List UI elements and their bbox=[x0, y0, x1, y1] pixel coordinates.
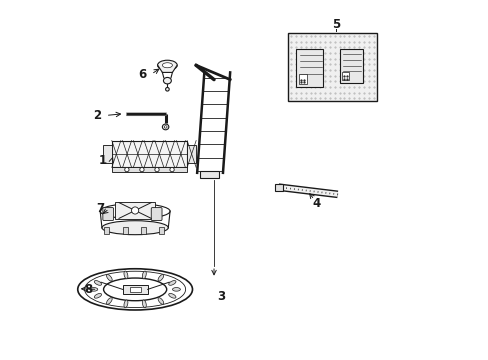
Bar bbox=[287, 33, 376, 101]
Bar bbox=[298, 75, 306, 84]
Bar bbox=[115, 202, 155, 220]
Bar bbox=[102, 145, 112, 163]
Bar bbox=[274, 184, 282, 192]
Ellipse shape bbox=[168, 293, 176, 298]
Ellipse shape bbox=[124, 300, 128, 308]
Text: 7: 7 bbox=[96, 202, 104, 215]
Ellipse shape bbox=[94, 293, 102, 298]
Ellipse shape bbox=[103, 278, 166, 301]
Text: 6: 6 bbox=[138, 68, 146, 81]
Bar bbox=[123, 227, 128, 234]
Circle shape bbox=[124, 167, 129, 172]
Ellipse shape bbox=[157, 60, 177, 70]
Bar bbox=[103, 227, 108, 234]
Text: 8: 8 bbox=[84, 283, 92, 296]
Ellipse shape bbox=[94, 280, 102, 285]
Circle shape bbox=[169, 167, 174, 172]
Ellipse shape bbox=[172, 288, 180, 291]
FancyBboxPatch shape bbox=[102, 208, 113, 221]
Ellipse shape bbox=[158, 274, 163, 281]
Bar bbox=[112, 140, 187, 167]
Ellipse shape bbox=[162, 63, 172, 68]
Bar bbox=[112, 167, 187, 172]
Bar bbox=[341, 72, 348, 80]
Bar bbox=[129, 287, 140, 292]
Ellipse shape bbox=[142, 300, 146, 308]
Ellipse shape bbox=[90, 288, 98, 291]
Bar bbox=[187, 145, 196, 163]
Bar bbox=[141, 227, 146, 234]
Text: 3: 3 bbox=[217, 290, 225, 303]
Ellipse shape bbox=[100, 204, 170, 219]
Circle shape bbox=[131, 207, 139, 214]
Ellipse shape bbox=[124, 271, 128, 279]
Bar bbox=[199, 171, 219, 178]
Bar bbox=[122, 285, 147, 294]
Ellipse shape bbox=[163, 77, 171, 84]
Ellipse shape bbox=[162, 124, 168, 130]
Bar bbox=[296, 49, 323, 87]
Ellipse shape bbox=[142, 271, 146, 279]
Ellipse shape bbox=[102, 221, 168, 235]
Polygon shape bbox=[158, 65, 177, 72]
Text: 4: 4 bbox=[311, 197, 320, 210]
Ellipse shape bbox=[164, 126, 167, 128]
Text: 2: 2 bbox=[93, 109, 101, 122]
Text: 1: 1 bbox=[99, 154, 107, 167]
Ellipse shape bbox=[168, 280, 176, 285]
Bar bbox=[159, 227, 164, 234]
Ellipse shape bbox=[78, 269, 192, 310]
Circle shape bbox=[140, 167, 144, 172]
FancyBboxPatch shape bbox=[151, 208, 162, 221]
Ellipse shape bbox=[158, 298, 163, 304]
Bar bbox=[339, 49, 362, 83]
Ellipse shape bbox=[165, 87, 169, 91]
Circle shape bbox=[155, 167, 159, 172]
Text: 5: 5 bbox=[331, 18, 339, 31]
Ellipse shape bbox=[106, 274, 112, 281]
Ellipse shape bbox=[106, 298, 112, 304]
